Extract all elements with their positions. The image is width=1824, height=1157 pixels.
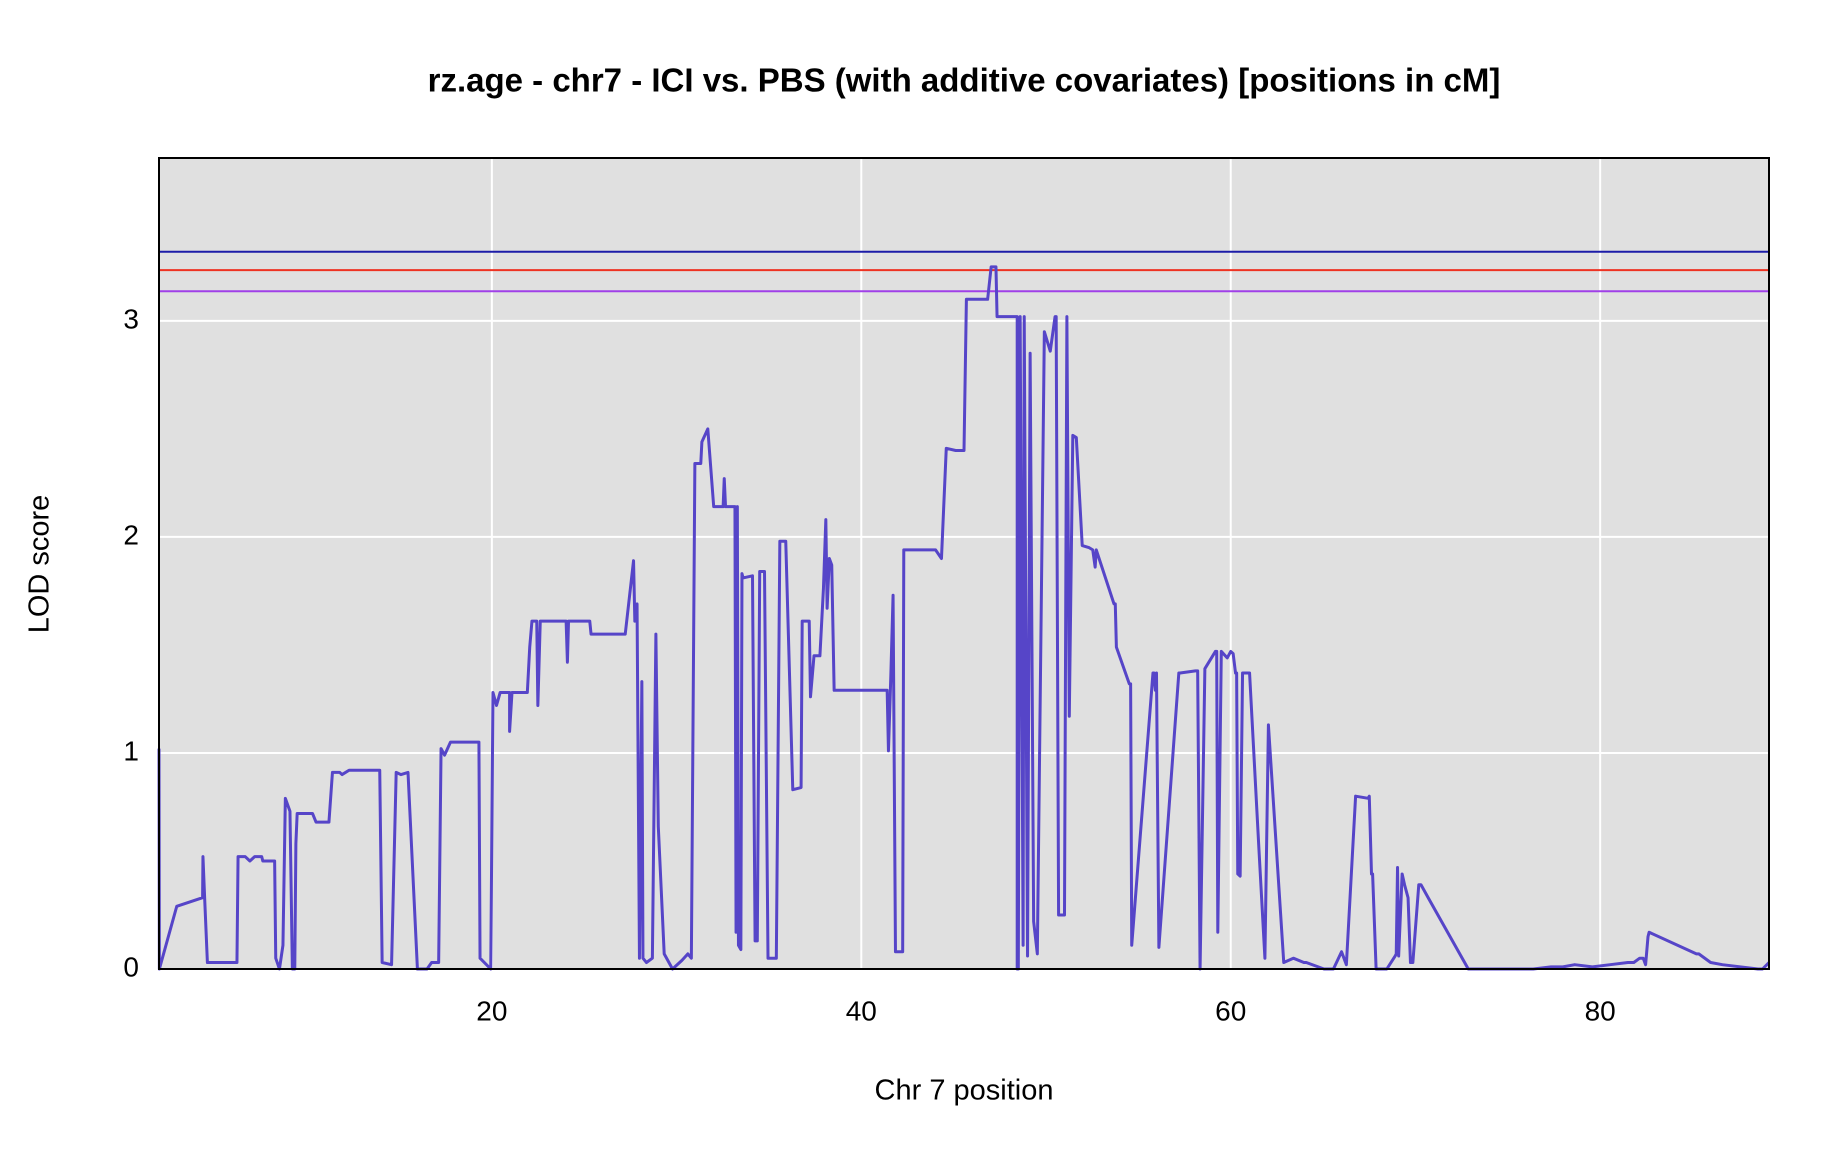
y-tick-label: 3 bbox=[123, 303, 139, 334]
chart-title: rz.age - chr7 - ICI vs. PBS (with additi… bbox=[428, 62, 1501, 99]
y-tick-label: 2 bbox=[123, 519, 139, 550]
plot-frame bbox=[158, 157, 1770, 970]
y-axis-label: LOD score bbox=[24, 495, 56, 634]
x-axis-label: Chr 7 position bbox=[875, 1075, 1054, 1107]
x-tick-label: 80 bbox=[1585, 995, 1616, 1026]
y-tick-label: 1 bbox=[123, 735, 139, 766]
plot-background bbox=[159, 158, 1769, 969]
x-tick-label: 20 bbox=[476, 995, 507, 1026]
lod-line bbox=[157, 265, 1771, 971]
x-tick-label: 60 bbox=[1215, 995, 1246, 1026]
x-tick-label: 40 bbox=[846, 995, 877, 1026]
y-tick-label: 0 bbox=[123, 951, 139, 982]
